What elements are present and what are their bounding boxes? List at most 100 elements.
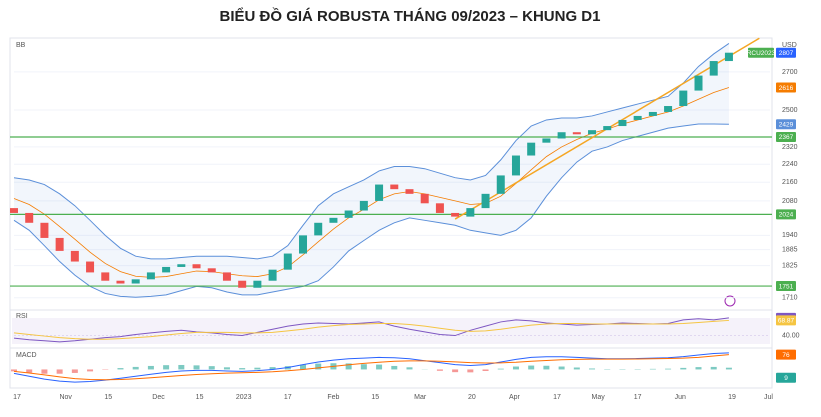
histogram-bar [148,366,154,370]
histogram-bar [11,369,17,371]
price-tag: 1751 [779,283,794,290]
x-tick-label: 15 [104,394,112,401]
price-tag: 2367 [779,134,794,141]
histogram-bar [391,366,397,370]
histogram-bar [467,369,473,372]
y-tick-label: 2240 [782,161,798,168]
candle [421,194,429,203]
rsi-band [12,318,770,344]
candle [725,53,733,61]
histogram-bar [680,368,686,370]
price-tag: 2616 [779,85,794,92]
histogram-bar [528,366,534,370]
y-tick-label: 1885 [782,246,798,253]
candle [71,251,79,262]
x-tick-label: Jun [675,394,686,401]
candle [86,262,94,273]
histogram-bar [650,369,656,370]
candle [375,185,383,201]
x-tick-label: 20 [468,394,476,401]
x-tick-label: Mar [414,394,427,401]
histogram-bar [437,369,443,370]
candle [314,223,322,236]
candle [603,126,611,130]
candle [269,270,277,281]
histogram-bar [589,368,595,369]
candle [284,254,292,270]
histogram-bar [163,365,169,369]
y-tick-label: 1710 [782,295,798,302]
price-tag: 2429 [779,121,794,128]
panel-label: MACD [16,352,37,359]
candle [101,272,109,280]
panel-label: RSI [16,313,28,320]
histogram-bar [483,369,489,371]
candle [436,203,444,213]
x-tick-label: 17 [13,394,21,401]
histogram-bar [133,367,139,370]
histogram-bar [57,369,63,373]
y-tick-label: 1825 [782,262,798,269]
candle [542,138,550,142]
price-tag: 9 [784,375,788,382]
x-tick-label: 15 [371,394,379,401]
candle [695,76,703,91]
candle [223,272,231,280]
price-tag: 76 [782,352,790,359]
price-tag: RCU2023 [747,50,776,57]
histogram-bar [726,368,732,370]
x-tick-label: Dec [152,394,165,401]
histogram-bar [72,369,78,373]
y-tick-label: 2320 [782,144,798,151]
candle [664,106,672,112]
histogram-bar [224,367,230,369]
candle [329,218,337,223]
histogram-bar [41,369,47,373]
candle [466,208,474,217]
candle [451,213,459,217]
x-tick-label: 2023 [236,394,252,401]
candle [710,61,718,76]
histogram-bar [361,364,367,369]
x-tick-label: Apr [509,394,521,401]
y-tick-label: 1940 [782,232,798,239]
histogram-bar [254,368,260,370]
candle [116,281,124,284]
candle [482,194,490,208]
x-tick-label: Jul [764,394,773,401]
x-tick-label: 17 [284,394,292,401]
price-tag: 68.87 [778,318,795,325]
histogram-bar [209,366,215,369]
candle [390,185,398,190]
x-tick-label: 17 [634,394,642,401]
candle [147,272,155,279]
histogram-bar [194,365,200,369]
histogram-bar [696,367,702,369]
histogram-bar [543,366,549,370]
candle [360,201,368,211]
candle [10,208,18,213]
candle [253,281,261,288]
price-tag: 2807 [779,50,794,57]
candle [162,267,170,272]
panel-label: BB [16,42,26,49]
candle [634,116,642,120]
histogram-bar [574,368,580,370]
y-tick-label: 2700 [782,69,798,76]
candle [588,130,596,134]
histogram-bar [452,369,458,372]
histogram-bar [513,367,519,370]
histogram-bar [406,367,412,369]
candle [497,175,505,193]
y-tick-label: 2160 [782,179,798,186]
candle [193,264,201,268]
histogram-bar [117,368,123,369]
candle [679,91,687,106]
y-tick-label: 2500 [782,107,798,114]
x-tick-label: 19 [728,394,736,401]
candle [177,264,185,267]
candle [56,238,64,251]
candle [558,132,566,138]
price-tag: 2024 [779,212,794,219]
